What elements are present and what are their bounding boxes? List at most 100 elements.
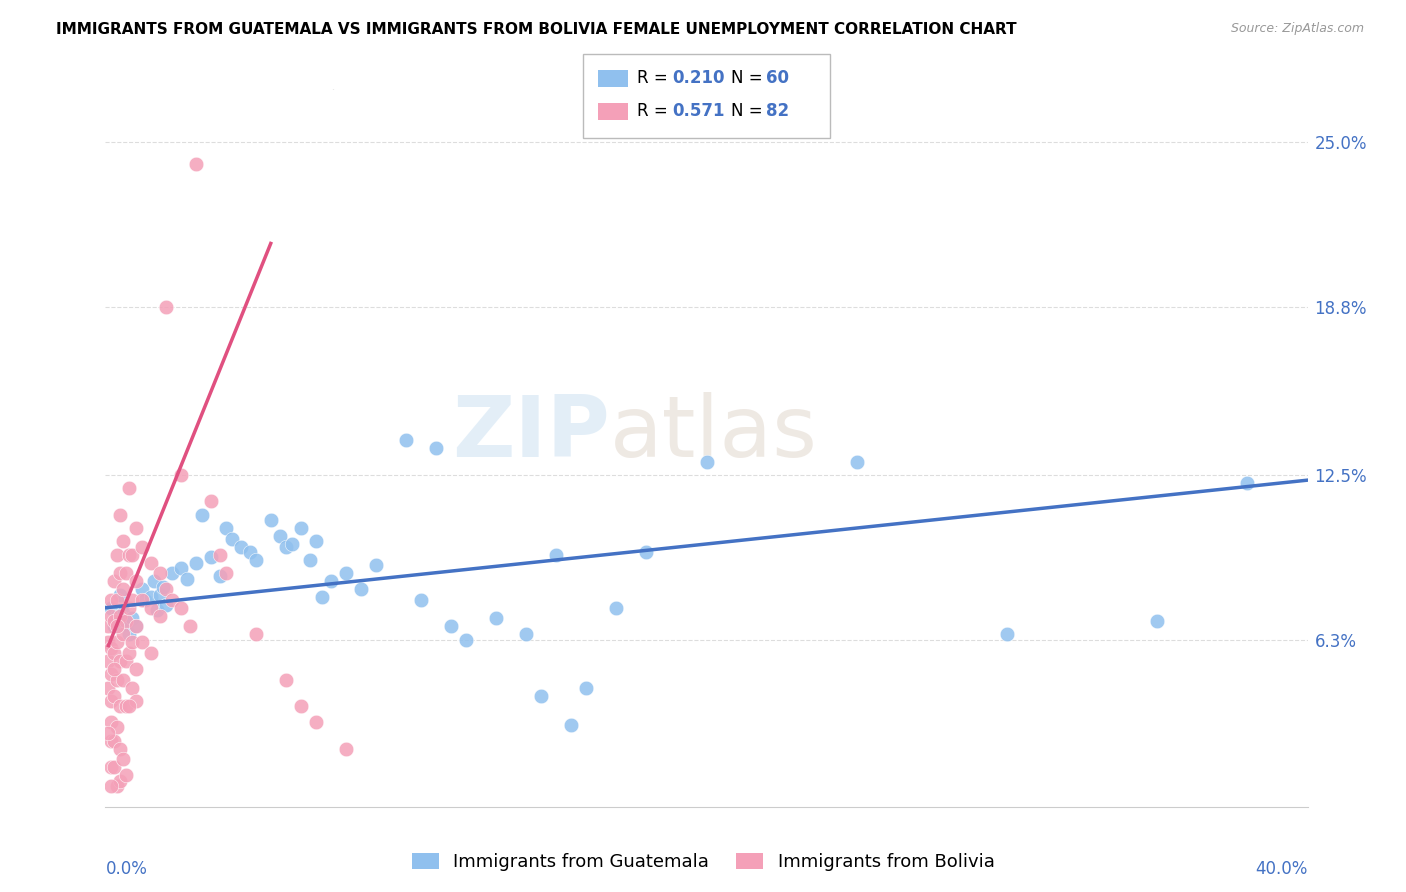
Point — [103, 689, 125, 703]
Point — [134, 592, 156, 607]
Point — [281, 537, 304, 551]
Point — [245, 553, 267, 567]
Point — [160, 566, 183, 581]
Text: ZIP: ZIP — [453, 392, 610, 475]
Point — [131, 582, 153, 597]
Point — [200, 550, 222, 565]
Point — [121, 548, 143, 562]
Point — [169, 561, 191, 575]
Point — [103, 619, 125, 633]
Point — [298, 553, 321, 567]
Point — [112, 534, 135, 549]
Legend: Immigrants from Guatemala, Immigrants from Bolivia: Immigrants from Guatemala, Immigrants fr… — [405, 846, 1001, 879]
Point — [335, 741, 357, 756]
Point — [311, 590, 333, 604]
Point — [107, 608, 129, 623]
Text: 0.0%: 0.0% — [105, 860, 148, 878]
Point — [335, 566, 357, 581]
Point — [515, 627, 537, 641]
Point — [124, 574, 146, 589]
Point — [103, 733, 125, 747]
Point — [290, 521, 312, 535]
Point — [148, 608, 170, 623]
Point — [155, 300, 177, 314]
Point — [110, 508, 132, 522]
Text: 82: 82 — [766, 103, 789, 120]
Point — [118, 600, 141, 615]
Point — [200, 494, 222, 508]
Point — [100, 667, 122, 681]
Text: IMMIGRANTS FROM GUATEMALA VS IMMIGRANTS FROM BOLIVIA FEMALE UNEMPLOYMENT CORRELA: IMMIGRANTS FROM GUATEMALA VS IMMIGRANTS … — [56, 22, 1017, 37]
Point — [115, 654, 138, 668]
Point — [107, 673, 129, 687]
Point — [239, 545, 262, 559]
Point — [100, 733, 122, 747]
Point — [1236, 475, 1258, 490]
Text: 0.571: 0.571 — [672, 103, 724, 120]
Point — [100, 600, 122, 615]
Point — [364, 558, 387, 573]
Point — [107, 779, 129, 793]
Point — [100, 592, 122, 607]
Point — [112, 606, 135, 620]
Point — [124, 662, 146, 676]
Point — [696, 454, 718, 468]
Text: 0.210: 0.210 — [672, 70, 724, 87]
Point — [139, 556, 162, 570]
Point — [110, 566, 132, 581]
Point — [110, 654, 132, 668]
Point — [110, 608, 132, 623]
Point — [100, 715, 122, 730]
Point — [176, 572, 198, 586]
Point — [605, 600, 627, 615]
Point — [179, 619, 201, 633]
Point — [103, 574, 125, 589]
Point — [169, 467, 191, 482]
Point — [112, 627, 135, 641]
Point — [97, 654, 120, 668]
Point — [103, 662, 125, 676]
Point — [139, 646, 162, 660]
Point — [110, 741, 132, 756]
Point — [100, 640, 122, 655]
Point — [107, 619, 129, 633]
Point — [100, 608, 122, 623]
Point — [269, 529, 291, 543]
Text: 40.0%: 40.0% — [1256, 860, 1308, 878]
Point — [395, 434, 418, 448]
Point — [350, 582, 373, 597]
Point — [110, 773, 132, 788]
Point — [305, 534, 328, 549]
Point — [152, 580, 174, 594]
Point — [124, 619, 146, 633]
Point — [142, 574, 165, 589]
Point — [1146, 614, 1168, 628]
Point — [100, 779, 122, 793]
Point — [112, 752, 135, 766]
Point — [97, 635, 120, 649]
Point — [118, 627, 141, 641]
Point — [115, 566, 138, 581]
Point — [425, 442, 447, 455]
Point — [221, 532, 243, 546]
Point — [121, 681, 143, 695]
Point — [107, 592, 129, 607]
Text: N =: N = — [731, 103, 768, 120]
Point — [131, 592, 153, 607]
Point — [107, 635, 129, 649]
Point — [118, 548, 141, 562]
Point — [97, 726, 120, 740]
Point — [160, 592, 183, 607]
Point — [124, 694, 146, 708]
Point — [110, 699, 132, 714]
Point — [139, 600, 162, 615]
Point — [118, 699, 141, 714]
Point — [124, 619, 146, 633]
Point — [131, 635, 153, 649]
Point — [97, 619, 120, 633]
Point — [112, 673, 135, 687]
Point — [274, 673, 297, 687]
Point — [305, 715, 328, 730]
Point — [409, 592, 432, 607]
Text: 60: 60 — [766, 70, 789, 87]
